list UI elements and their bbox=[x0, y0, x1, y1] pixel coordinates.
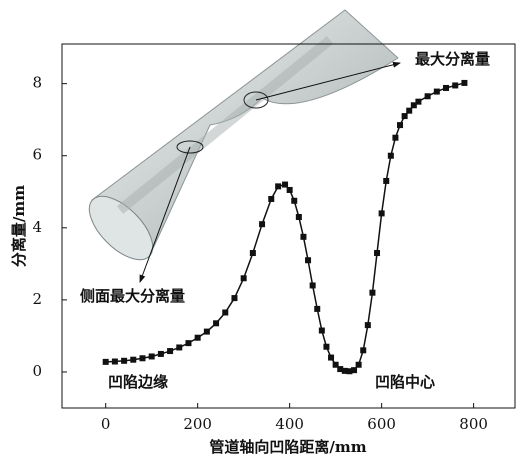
x-tick-label: 600 bbox=[367, 415, 396, 433]
x-tick-label: 800 bbox=[459, 415, 488, 433]
data-point bbox=[369, 290, 375, 296]
y-tick-label: 4 bbox=[32, 218, 42, 236]
data-point bbox=[158, 351, 164, 357]
data-point bbox=[310, 282, 316, 288]
annotation: 侧面最大分离量 bbox=[80, 287, 185, 305]
data-point bbox=[305, 257, 311, 263]
data-point bbox=[425, 93, 431, 99]
data-point bbox=[388, 153, 394, 159]
data-point bbox=[351, 367, 357, 373]
data-point bbox=[323, 344, 329, 350]
x-axis-label: 管道轴向凹陷距离/mm bbox=[209, 438, 366, 456]
data-point bbox=[296, 214, 302, 220]
data-point bbox=[461, 80, 467, 86]
data-point bbox=[103, 359, 109, 365]
data-point bbox=[300, 234, 306, 240]
data-point bbox=[282, 182, 288, 188]
y-tick-label: 0 bbox=[32, 362, 42, 380]
x-tick-label: 400 bbox=[275, 415, 304, 433]
annotation: 凹陷边缘 bbox=[108, 373, 168, 391]
data-point bbox=[434, 89, 440, 95]
data-point bbox=[250, 250, 256, 256]
data-point bbox=[443, 85, 449, 91]
x-tick-label: 0 bbox=[101, 415, 111, 433]
data-point bbox=[406, 108, 412, 114]
data-point bbox=[167, 348, 173, 354]
data-point bbox=[241, 275, 247, 281]
data-point bbox=[402, 113, 408, 119]
data-point bbox=[328, 355, 334, 361]
data-point bbox=[356, 362, 362, 368]
x-tick-label: 200 bbox=[183, 415, 212, 433]
data-point bbox=[319, 328, 325, 334]
annotation: 最大分离量 bbox=[415, 50, 490, 68]
pipe-illustration bbox=[79, 10, 400, 282]
data-point bbox=[231, 295, 237, 301]
data-point bbox=[397, 122, 403, 128]
data-point bbox=[415, 99, 421, 105]
chart: 最大分离量 侧面最大分离量 凹陷边缘 凹陷中心 管道轴向凹陷距离/mm 分离量/… bbox=[0, 0, 519, 461]
y-tick-label: 8 bbox=[32, 74, 42, 92]
data-point bbox=[112, 359, 118, 365]
data-point bbox=[195, 335, 201, 341]
data-point bbox=[204, 329, 210, 335]
data-point bbox=[291, 198, 297, 204]
data-point bbox=[259, 221, 265, 227]
data-point bbox=[379, 210, 385, 216]
data-point bbox=[268, 196, 274, 202]
y-tick-label: 2 bbox=[32, 290, 42, 308]
data-point bbox=[287, 187, 293, 193]
data-point bbox=[185, 340, 191, 346]
data-point bbox=[360, 347, 366, 353]
data-point bbox=[121, 358, 127, 364]
data-point bbox=[383, 178, 389, 184]
data-point bbox=[374, 250, 380, 256]
data-point bbox=[222, 309, 228, 315]
data-point bbox=[275, 183, 281, 189]
data-point bbox=[213, 320, 219, 326]
y-axis-label: 分离量/mm bbox=[10, 185, 28, 267]
data-point bbox=[365, 322, 371, 328]
y-tick-label: 6 bbox=[32, 146, 42, 164]
data-point bbox=[130, 357, 136, 363]
annotation: 凹陷中心 bbox=[375, 373, 435, 391]
data-point bbox=[392, 135, 398, 141]
data-point bbox=[452, 82, 458, 88]
data-point bbox=[314, 306, 320, 312]
data-point bbox=[149, 353, 155, 359]
data-point bbox=[139, 355, 145, 361]
data-point bbox=[176, 344, 182, 350]
